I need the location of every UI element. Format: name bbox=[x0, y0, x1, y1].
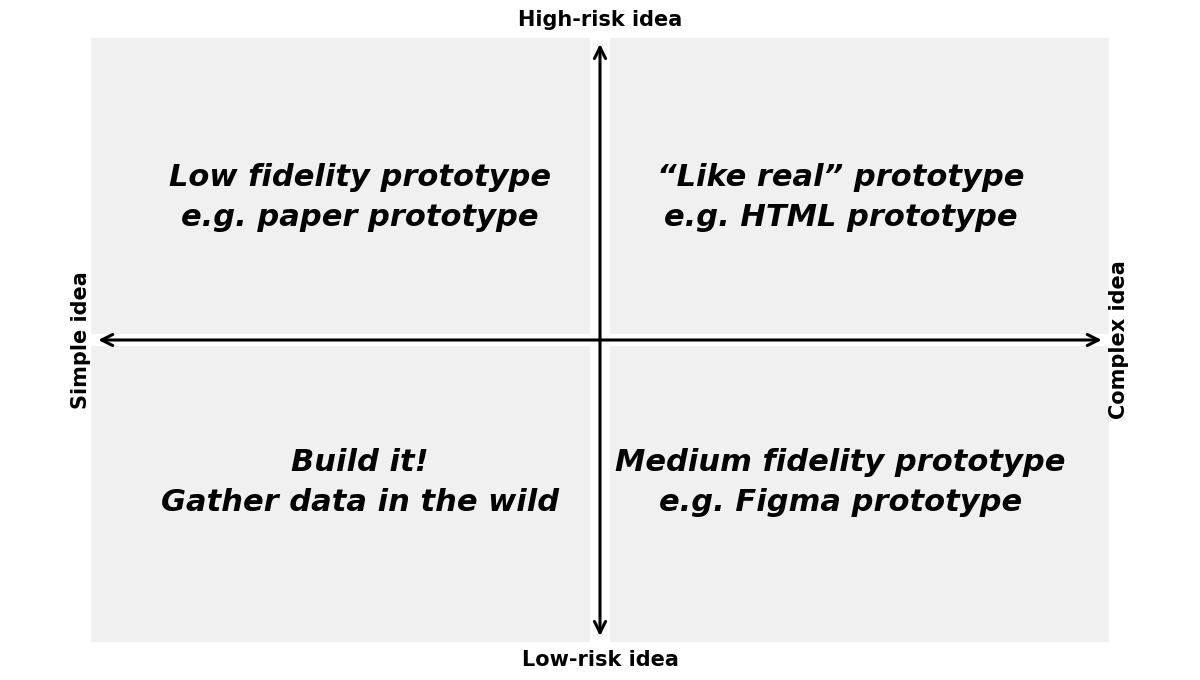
Bar bbox=[91, 38, 590, 335]
Text: Gather data in the wild: Gather data in the wild bbox=[161, 488, 559, 517]
Bar bbox=[610, 38, 1109, 335]
Text: Simple idea: Simple idea bbox=[71, 271, 91, 409]
Bar bbox=[610, 345, 1109, 642]
Text: High-risk idea: High-risk idea bbox=[518, 10, 682, 30]
Text: Complex idea: Complex idea bbox=[1109, 260, 1129, 420]
Text: Low-risk idea: Low-risk idea bbox=[522, 650, 678, 670]
Text: Medium fidelity prototype: Medium fidelity prototype bbox=[616, 448, 1066, 477]
Text: Low fidelity prototype: Low fidelity prototype bbox=[169, 163, 551, 192]
Text: e.g. HTML prototype: e.g. HTML prototype bbox=[664, 203, 1018, 232]
Text: e.g. Figma prototype: e.g. Figma prototype bbox=[659, 488, 1022, 517]
Text: “Like real” prototype: “Like real” prototype bbox=[656, 163, 1024, 192]
Bar bbox=[91, 345, 590, 642]
Text: e.g. paper prototype: e.g. paper prototype bbox=[181, 203, 539, 232]
Text: Build it!: Build it! bbox=[290, 448, 428, 477]
